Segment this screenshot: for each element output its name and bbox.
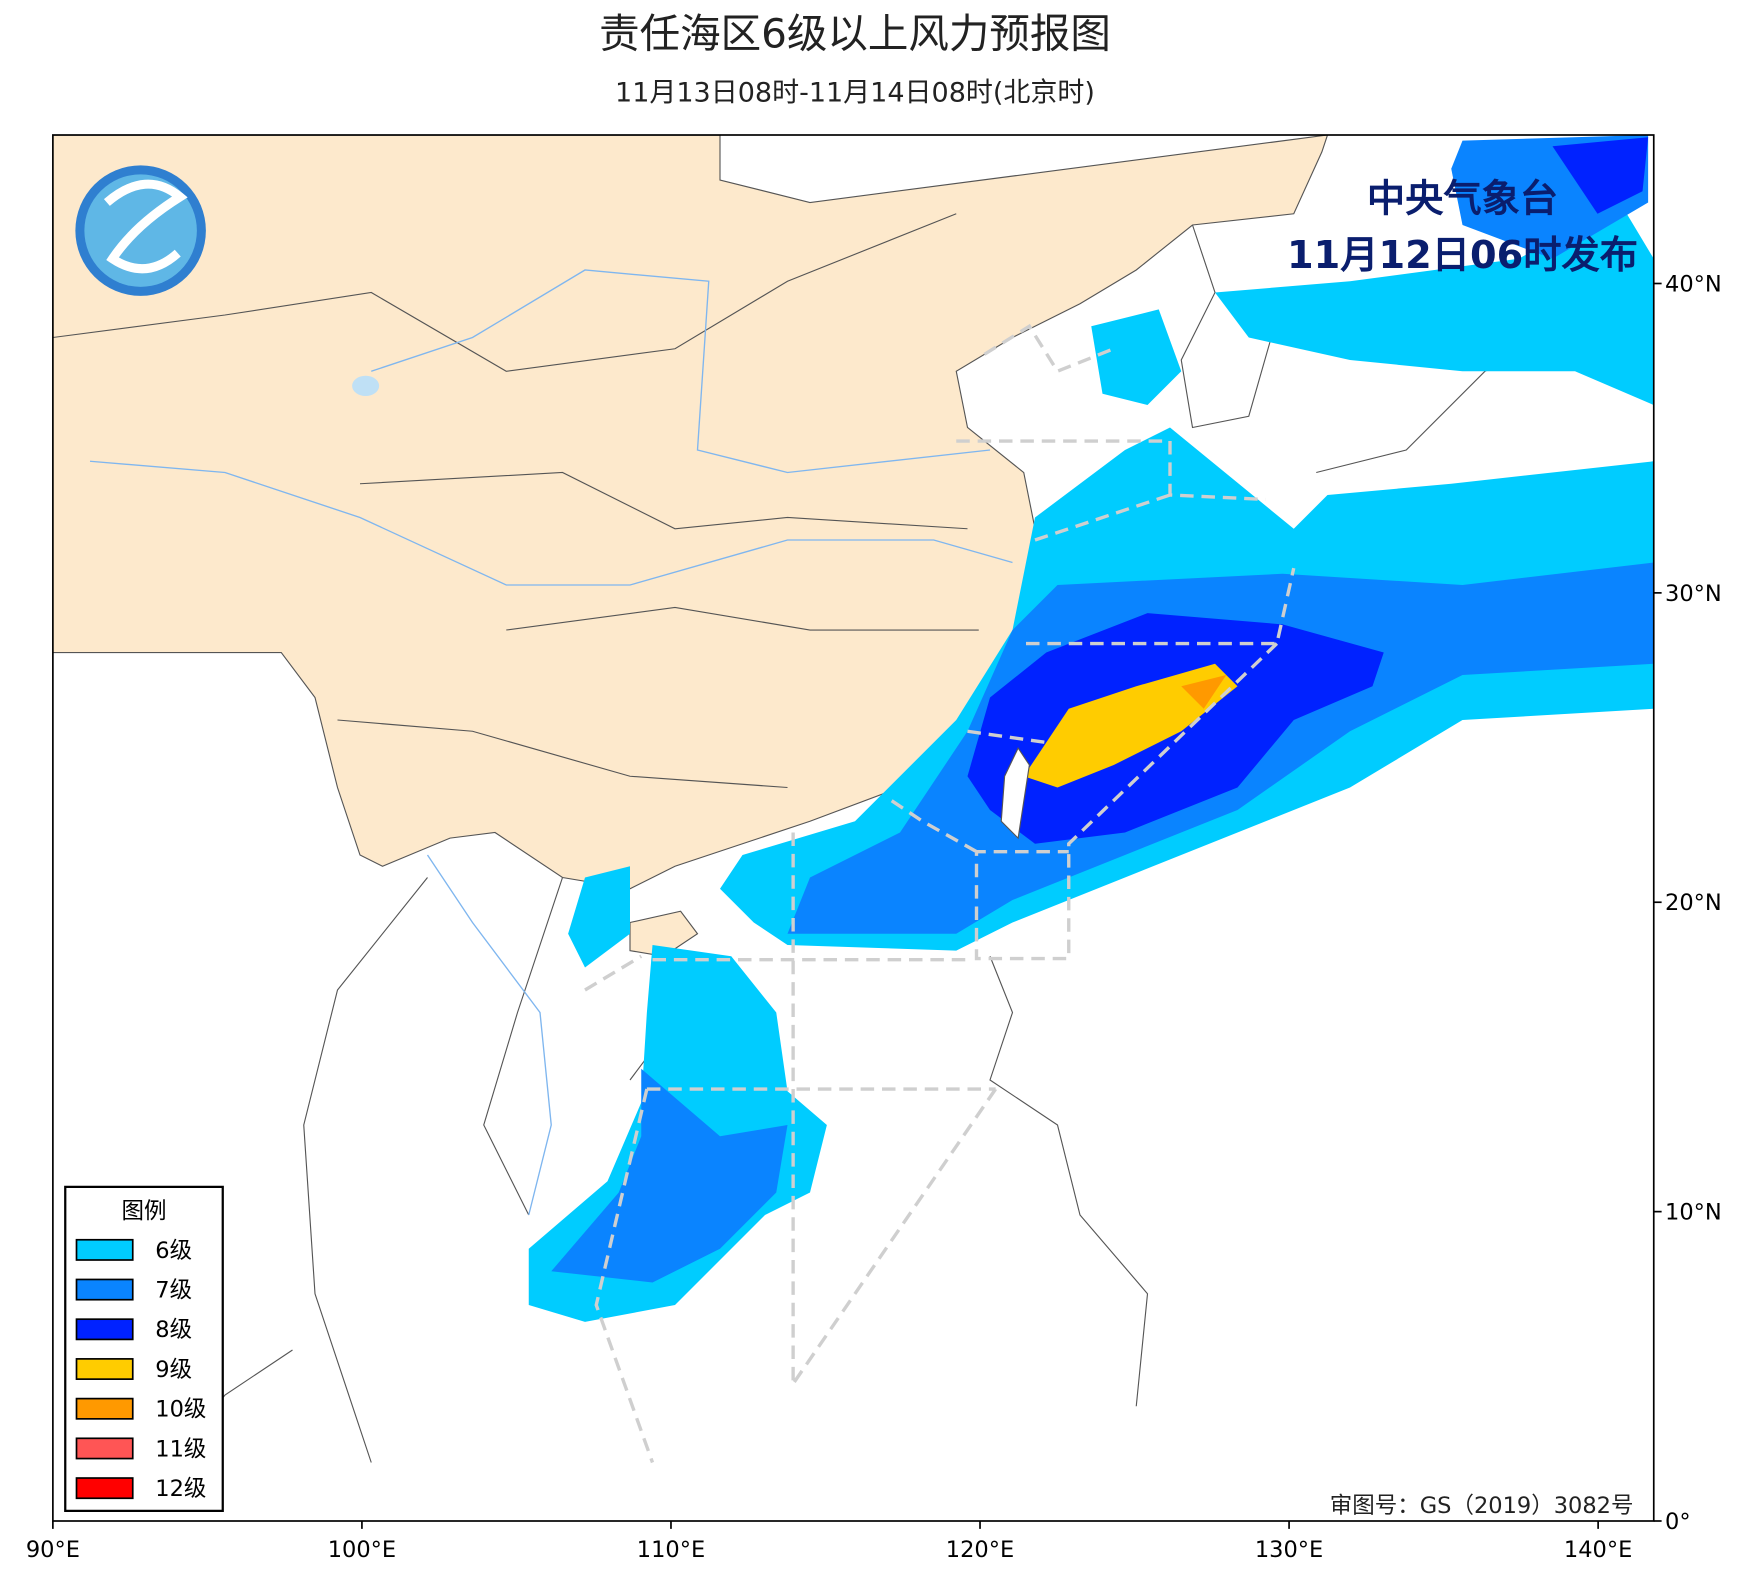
x-tick-label: 90°E <box>26 1537 80 1563</box>
wind-area-7 <box>551 1068 788 1283</box>
logo <box>75 165 206 296</box>
wind-area-6 <box>1091 309 1182 405</box>
legend-label: 12级 <box>155 1476 206 1502</box>
wind-area-10 <box>1181 675 1227 709</box>
issue-time: 11月12日06时发布 <box>1287 233 1638 278</box>
subtitle: 11月13日08时-11月14日08时(北京时) <box>615 77 1095 108</box>
x-tick-label: 120°E <box>946 1537 1014 1563</box>
legend-title: 图例 <box>121 1198 166 1224</box>
zone-boundaries <box>584 323 1296 1464</box>
map-area <box>52 135 1654 1521</box>
y-tick-label: 20°N <box>1665 890 1722 916</box>
map-frame <box>52 134 1655 1522</box>
legend-swatch <box>75 1358 134 1380</box>
legend-swatch <box>75 1437 134 1460</box>
x-tick-label: 110°E <box>637 1537 705 1563</box>
y-tick-label: 30°N <box>1665 581 1722 607</box>
legend-swatch <box>75 1238 134 1261</box>
y-tick-label: 40°N <box>1665 271 1722 297</box>
lake <box>352 375 380 396</box>
taiwan <box>1000 746 1030 840</box>
x-tick-label: 100°E <box>328 1537 396 1563</box>
legend-label: 6级 <box>155 1238 192 1264</box>
legend-swatch <box>75 1477 134 1500</box>
legend-swatch <box>75 1278 134 1301</box>
legend-swatch <box>75 1397 134 1420</box>
hainan <box>629 910 699 957</box>
legend-label: 11级 <box>155 1436 206 1462</box>
x-tick-label: 130°E <box>1255 1537 1323 1563</box>
title: 责任海区6级以上风力预报图 <box>599 9 1111 57</box>
y-tick-label: 10°N <box>1665 1200 1722 1226</box>
legend-label: 8级 <box>155 1317 192 1343</box>
approval-number: 审图号：GS（2019）3082号 <box>1330 1493 1634 1519</box>
wind-area-8 <box>1552 137 1649 214</box>
rivers <box>89 269 1013 1216</box>
legend-swatch <box>75 1318 134 1341</box>
y-tick-label: 0° <box>1665 1509 1691 1535</box>
wind-area-9 <box>1023 663 1238 788</box>
issuer-name: 中央气象台 <box>1367 177 1558 222</box>
x-tick-label: 140°E <box>1564 1537 1632 1563</box>
legend-label: 10级 <box>155 1397 206 1423</box>
legend-label: 9级 <box>155 1357 192 1383</box>
wind-area-6 <box>568 866 630 968</box>
legend-label: 7级 <box>155 1277 192 1303</box>
